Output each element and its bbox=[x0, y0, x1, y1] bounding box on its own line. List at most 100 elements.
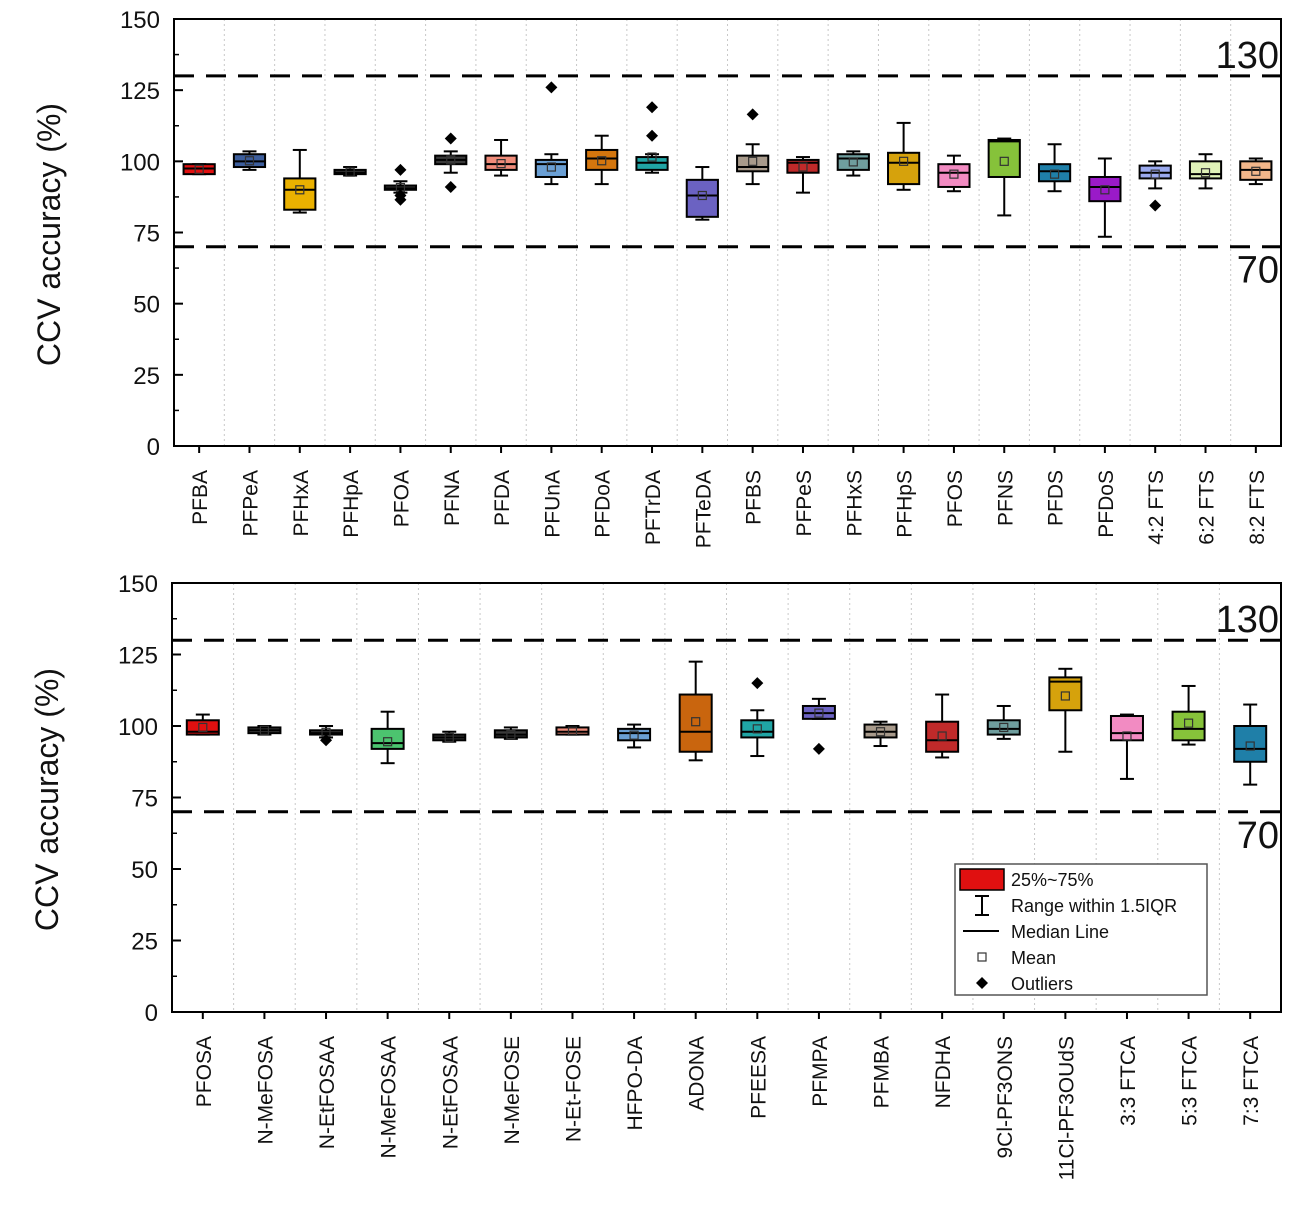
mean-marker bbox=[1183, 718, 1194, 728]
category-label: 8:2 FTS bbox=[1246, 470, 1269, 545]
box-6:2 FTS: 6:2 FTS bbox=[1188, 153, 1223, 545]
mean-marker bbox=[1060, 691, 1070, 701]
mean-marker bbox=[383, 737, 393, 747]
mean-marker bbox=[546, 162, 556, 172]
category-label: N-MeFOSE bbox=[501, 1036, 524, 1145]
y-tick-label: 125 bbox=[118, 643, 158, 670]
category-label: 9Cl-PF3ONS bbox=[994, 1036, 1017, 1159]
category-label: PFNA bbox=[441, 470, 464, 526]
box-N-Et-FOSE: N-Et-FOSE bbox=[555, 725, 590, 1142]
box-iqr bbox=[617, 727, 652, 742]
legend-label: Mean bbox=[1011, 948, 1056, 968]
y-tick-label: 25 bbox=[131, 929, 158, 956]
box-iqr bbox=[836, 153, 870, 171]
reference-label-70: 70 bbox=[1237, 250, 1279, 292]
category-label: PFUnA bbox=[541, 470, 564, 538]
box-PFDoA: PFDoA bbox=[585, 134, 619, 538]
mean-marker bbox=[999, 156, 1009, 166]
y-tick-label: 100 bbox=[118, 714, 158, 741]
box-PFNS: PFNS bbox=[987, 137, 1021, 526]
mean-marker bbox=[949, 169, 959, 179]
mean-marker bbox=[444, 732, 454, 743]
box-N-MeFOSA: N-MeFOSA bbox=[247, 725, 282, 1145]
category-label: 3:3 FTCA bbox=[1117, 1036, 1140, 1126]
mean-marker bbox=[1150, 169, 1160, 179]
box-PFOA: PFOA bbox=[383, 163, 418, 527]
box-iqr bbox=[1037, 163, 1072, 183]
box-PFHpA: PFHpA bbox=[333, 166, 367, 538]
mean-marker bbox=[875, 727, 886, 737]
box-5:3 FTCA: 5:3 FTCA bbox=[1171, 684, 1206, 1126]
box-N-EtFOSAA: N-EtFOSAA bbox=[309, 725, 344, 1149]
box-PFBS: PFBS bbox=[736, 108, 770, 525]
mean-marker bbox=[647, 152, 657, 162]
mean-marker bbox=[597, 156, 607, 166]
mean-marker bbox=[1122, 731, 1132, 741]
outlier-marker bbox=[444, 180, 457, 193]
box-iqr bbox=[887, 151, 921, 186]
mean-marker bbox=[848, 157, 858, 167]
outlier-marker bbox=[394, 193, 407, 206]
box-PFMPA: PFMPA bbox=[801, 697, 836, 1107]
box-N-MeFOSE: N-MeFOSE bbox=[493, 726, 528, 1145]
category-label: PFOSA bbox=[193, 1036, 216, 1107]
mean-marker bbox=[506, 729, 516, 740]
category-label: N-EtFOSAA bbox=[316, 1036, 339, 1149]
box-HFPO-DA: HFPO-DA bbox=[617, 723, 652, 1131]
box-7:3 FTCA: 7:3 FTCA bbox=[1233, 703, 1268, 1126]
category-label: PFBS bbox=[743, 470, 766, 525]
outlier-marker bbox=[646, 129, 659, 142]
y-tick-label: 100 bbox=[120, 149, 160, 176]
outlier-marker bbox=[545, 81, 558, 94]
reference-label-70: 70 bbox=[1237, 815, 1279, 857]
y-tick-label: 150 bbox=[118, 571, 158, 598]
y-tick-label: 125 bbox=[120, 78, 160, 105]
y-tick-label: 25 bbox=[133, 363, 160, 390]
mean-marker bbox=[999, 722, 1009, 733]
mean-marker bbox=[1100, 185, 1110, 195]
chart-panel-1: 0 25 50 75 100 125 150 CCV accuracy (%) 130 70 PFB… bbox=[31, 7, 1282, 548]
y-axis-label: CCV accuracy (%) bbox=[29, 668, 65, 931]
legend-label: Outliers bbox=[1011, 974, 1073, 994]
y-axis-label: CCV accuracy (%) bbox=[31, 103, 67, 366]
category-label: PFOS bbox=[944, 470, 967, 527]
mean-marker bbox=[1245, 741, 1255, 751]
legend-label: Median Line bbox=[1011, 922, 1109, 942]
outlier-marker bbox=[394, 163, 407, 176]
category-label: PFDoA bbox=[592, 470, 615, 538]
outlier-marker bbox=[812, 742, 825, 755]
category-label: PFTeDA bbox=[692, 470, 715, 548]
box-iqr bbox=[1048, 676, 1083, 712]
category-label: PFPeA bbox=[239, 470, 262, 537]
category-label: NFDHA bbox=[932, 1036, 955, 1108]
box-PFOS: PFOS bbox=[937, 154, 971, 527]
mean-marker bbox=[567, 726, 578, 736]
box-PFHxA: PFHxA bbox=[283, 148, 317, 537]
box-ADONA: ADONA bbox=[678, 660, 713, 1111]
mean-marker bbox=[899, 156, 909, 166]
box-iqr bbox=[1171, 710, 1206, 742]
mean-marker bbox=[1049, 169, 1060, 179]
category-label: N-MeFOSAA bbox=[378, 1036, 401, 1159]
box-iqr bbox=[987, 138, 1021, 178]
mean-marker bbox=[629, 730, 639, 740]
box-iqr bbox=[736, 154, 770, 173]
box-iqr bbox=[585, 148, 619, 171]
category-label: 7:3 FTCA bbox=[1240, 1036, 1263, 1126]
box-PFMBA: PFMBA bbox=[863, 720, 898, 1108]
box-PFOSA: PFOSA bbox=[185, 713, 220, 1107]
category-label: PFHpA bbox=[340, 470, 363, 538]
mean-marker bbox=[259, 725, 270, 735]
box-iqr bbox=[925, 720, 960, 753]
category-label: N-EtFOSAA bbox=[439, 1036, 462, 1149]
outlier-marker bbox=[1149, 199, 1162, 212]
reference-label-130: 130 bbox=[1216, 599, 1279, 641]
box-iqr bbox=[678, 693, 713, 753]
box-9Cl-PF3ONS: 9Cl-PF3ONS bbox=[986, 704, 1021, 1159]
y-tick-label: 50 bbox=[133, 292, 160, 319]
box-iqr bbox=[1109, 714, 1144, 742]
box-N-EtFOSAA: N-EtFOSAA bbox=[432, 730, 467, 1149]
y-tick-label: 0 bbox=[145, 1000, 158, 1027]
box-PFNA: PFNA bbox=[434, 132, 468, 526]
y-tick-label: 50 bbox=[131, 857, 158, 884]
